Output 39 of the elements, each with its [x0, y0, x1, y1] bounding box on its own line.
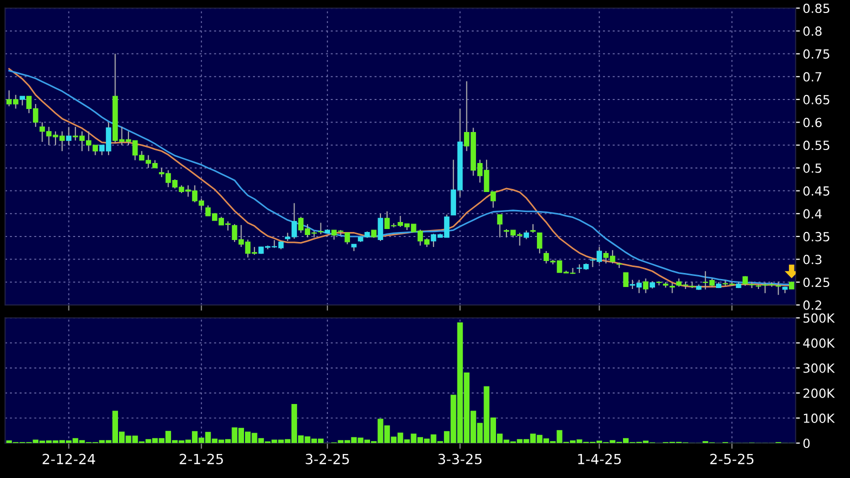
y-tick-label: 0.5 — [803, 163, 822, 173]
candlestick — [378, 213, 384, 242]
candlestick — [344, 232, 350, 245]
candlestick — [643, 278, 648, 294]
candlestick — [66, 126, 72, 146]
candlestick — [497, 214, 502, 238]
y-tick-label: 200K — [803, 388, 835, 398]
y-tick-label: 0.85 — [803, 4, 830, 14]
y-tick-label: 100K — [804, 414, 835, 423]
y-tick-label: 0 — [803, 438, 810, 448]
x-tick-label: 2-1-25 — [180, 454, 223, 464]
y-tick-label: 0.35 — [803, 232, 830, 242]
candlestick — [776, 281, 782, 296]
candlestick — [544, 250, 549, 264]
y-tick-label: 0.7 — [803, 72, 822, 82]
candlestick — [20, 96, 26, 106]
y-tick-label: 0.55 — [803, 140, 830, 150]
x-tick-label: 3-3-25 — [438, 454, 482, 464]
y-tick-label: 0.8 — [803, 26, 822, 36]
candlestick — [536, 232, 542, 254]
y-tick-label: 400K — [803, 338, 835, 348]
x-tick-label: 2-12-24 — [42, 454, 96, 464]
x-tick-label: 2-5-25 — [710, 454, 754, 464]
y-tick-label: 0.4 — [803, 209, 822, 219]
candlestick — [616, 262, 622, 269]
y-tick-label: 0.3 — [803, 254, 822, 264]
y-tick-label: 0.25 — [803, 278, 830, 288]
y-tick-label: 300K — [804, 363, 835, 373]
candlestick — [670, 282, 675, 294]
y-tick-label: 0.2 — [803, 300, 822, 310]
y-tick-label: 500K — [804, 313, 835, 323]
candlestick — [623, 272, 628, 288]
candlestick — [318, 222, 324, 235]
y-tick-label: 0.45 — [803, 186, 830, 196]
y-tick-label: 0.75 — [803, 49, 830, 59]
y-tick-label: 0.6 — [803, 118, 822, 128]
y-tick-label: 0.65 — [803, 94, 830, 104]
x-tick-label: 1-4-25 — [578, 454, 621, 464]
x-tick-label: 3-2-25 — [306, 454, 349, 464]
